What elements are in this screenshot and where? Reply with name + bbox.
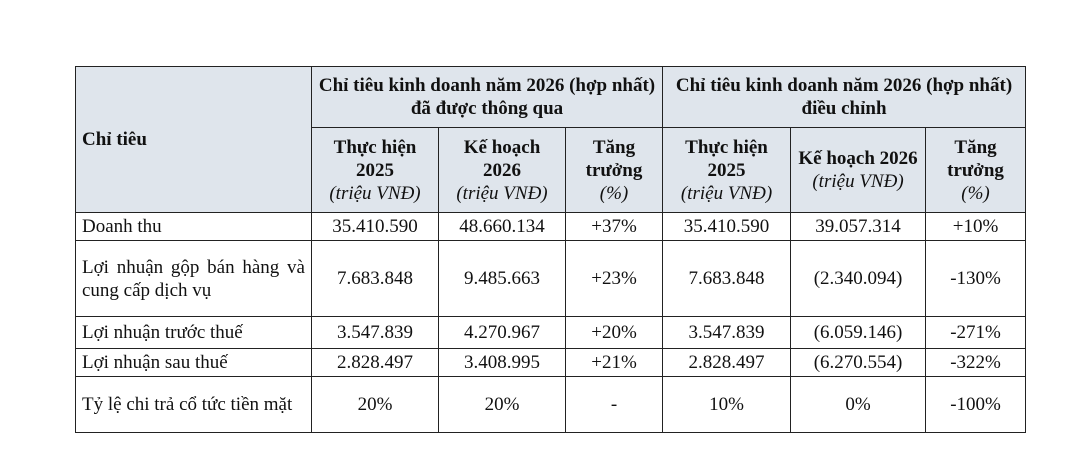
group-header: Chỉ tiêu kinh doanh năm 2026 (hợp nhất) … <box>662 66 1027 128</box>
cell: 0% <box>790 376 927 433</box>
cell: (2.340.094) <box>790 240 927 317</box>
cell: +37% <box>564 212 664 241</box>
cell: -130% <box>925 240 1027 317</box>
cell: 7.683.848 <box>662 240 792 317</box>
column-unit: (%) <box>961 182 990 204</box>
header-row: Chỉ tiêu Chỉ tiêu kinh doanh năm 2026 (h… <box>75 66 1027 213</box>
cell: 3.547.839 <box>311 316 439 349</box>
table-row: Lợi nhuận gộp bán hàng và cung cấp dịch … <box>75 240 1027 317</box>
cell: 20% <box>311 376 439 433</box>
cell: -271% <box>925 316 1027 349</box>
column-title: Thực hiện 2025 <box>333 136 417 181</box>
column-unit: (%) <box>599 182 629 204</box>
cell: +21% <box>564 348 664 377</box>
cell: +10% <box>925 212 1027 241</box>
cell: 2.828.497 <box>662 348 792 377</box>
cell: +23% <box>564 240 664 317</box>
header-row: Thực hiện 2025 (triệu VNĐ) Kế hoạch 2026 (t… <box>76 127 1027 213</box>
cell: 48.660.134 <box>438 212 566 241</box>
column-unit: (triệu VNĐ) <box>329 182 421 204</box>
cell: 35.410.590 <box>311 212 439 241</box>
table-row: Lợi nhuận sau thuế 2.828.497 3.408.995 +21%… <box>75 348 1027 377</box>
cell: 7.683.848 <box>311 240 439 317</box>
column-header: Thực hiện 2025 (triệu VNĐ) <box>662 127 792 213</box>
cell: 35.410.590 <box>662 212 792 241</box>
table-row: Doanh thu 35.410.590 48.660.134 +37% 35.410.… <box>75 212 1027 241</box>
cell: 20% <box>438 376 566 433</box>
cell: (6.059.146) <box>790 316 927 349</box>
column-title: Kế hoạch 2026 <box>798 148 918 169</box>
cell: - <box>564 376 664 433</box>
cell: -322% <box>925 348 1027 377</box>
cell: -100% <box>925 376 1027 433</box>
cell: 10% <box>662 376 792 433</box>
column-header: Tăng trưởng (%) <box>925 127 1027 213</box>
column-title: Tăng trưởng <box>947 136 1004 181</box>
kpi-table: Chỉ tiêu Chỉ tiêu kinh doanh năm 2026 (h… <box>75 66 1027 433</box>
cell: 4.270.967 <box>438 316 566 349</box>
cell: 9.485.663 <box>438 240 566 317</box>
column-header: Tăng trưởng (%) <box>564 127 664 213</box>
column-unit: (triệu VNĐ) <box>680 182 773 204</box>
row-label: Lợi nhuận gộp bán hàng và cung cấp dịch … <box>75 240 312 317</box>
table-body: Doanh thu 35.410.590 48.660.134 +37% 35.410.… <box>75 212 1027 433</box>
row-label: Doanh thu <box>75 212 312 241</box>
column-title: Kế hoạch 2026 <box>463 136 541 181</box>
cell: 3.547.839 <box>662 316 792 349</box>
column-header: Kế hoạch 2026 (triệu VNĐ) <box>790 127 927 213</box>
column-header: Kế hoạch 2026 (triệu VNĐ) <box>438 127 566 213</box>
row-label: Tỷ lệ chi trả cổ tức tiền mặt <box>75 376 312 433</box>
row-label: Lợi nhuận sau thuế <box>75 348 312 377</box>
column-unit: (triệu VNĐ) <box>456 182 548 204</box>
cell: (6.270.554) <box>790 348 927 377</box>
column-title: Thực hiện 2025 <box>685 136 768 181</box>
table-row: Lợi nhuận trước thuế 3.547.839 4.270.967 +2… <box>75 316 1027 349</box>
group-header: Chỉ tiêu kinh doanh năm 2026 (hợp nhất) … <box>310 66 664 128</box>
cell: 2.828.497 <box>311 348 439 377</box>
cell: +20% <box>564 316 664 349</box>
table-header: Chỉ tiêu Chỉ tiêu kinh doanh năm 2026 (h… <box>75 66 1027 213</box>
header-label: Chỉ tiêu <box>75 66 312 213</box>
cell: 39.057.314 <box>790 212 927 241</box>
table-row: Tỷ lệ chi trả cổ tức tiền mặt 20% 20% -10% 0… <box>75 376 1027 433</box>
row-label: Lợi nhuận trước thuế <box>75 316 312 349</box>
column-unit: (triệu VNĐ) <box>812 171 904 192</box>
cell: 3.408.995 <box>438 348 566 377</box>
column-title: Tăng trưởng <box>585 136 643 181</box>
column-header: Thực hiện 2025 (triệu VNĐ) <box>311 127 439 213</box>
